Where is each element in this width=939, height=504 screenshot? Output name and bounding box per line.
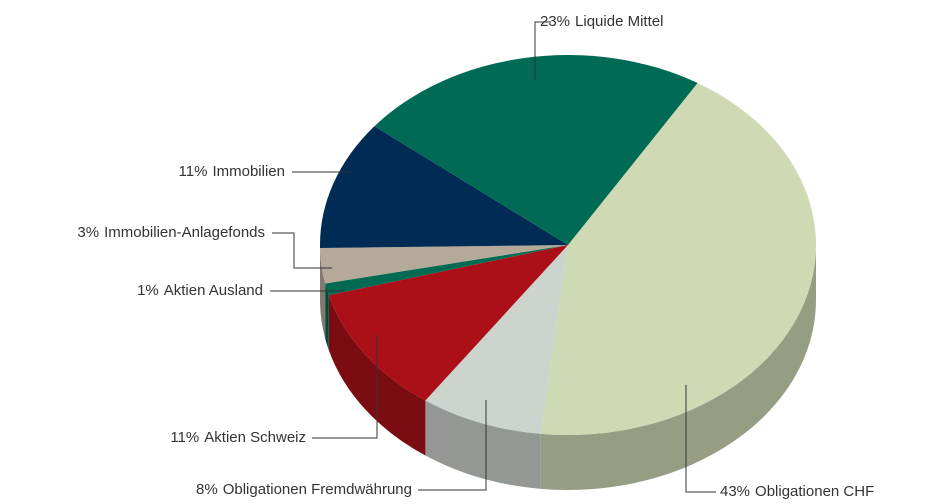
slice-label: 8% Obligationen Fremdwährung (196, 481, 412, 498)
value-label: 3% (77, 224, 99, 241)
category-label: Obligationen CHF (755, 483, 874, 500)
slice-label: 3% Immobilien-Anlagefonds (77, 224, 265, 241)
slice (320, 245, 568, 284)
slice-label: 1% Aktien Ausland (137, 282, 263, 299)
value-label: 1% (137, 282, 159, 299)
category-label: Immobilien (212, 163, 285, 180)
leader-line (534, 21, 551, 80)
value-label: 8% (196, 481, 218, 498)
category-label: Immobilien-Anlagefonds (104, 224, 265, 241)
slice (425, 245, 568, 434)
leader-line (418, 400, 487, 491)
category-label: Aktien Schweiz (204, 429, 306, 446)
slice-side (540, 245, 816, 490)
slice-label: 11% Immobilien (179, 163, 285, 180)
leader-line (685, 385, 716, 493)
category-label: Liquide Mittel (575, 13, 663, 30)
slice-side (325, 283, 329, 351)
slice (320, 126, 568, 248)
value-label: 11% (170, 429, 199, 446)
slice-label: 11% Aktien Schweiz (170, 429, 306, 446)
slice-label: 43% Obligationen CHF (720, 483, 874, 500)
slice-side (320, 247, 326, 339)
leader-line (312, 335, 378, 439)
slice (325, 245, 568, 296)
value-label: 11% (179, 163, 208, 180)
slice-side (425, 400, 541, 489)
slice (328, 245, 568, 401)
value-label: 43% (720, 483, 750, 500)
category-label: Aktien Ausland (164, 282, 263, 299)
slice (374, 54, 698, 246)
category-label: Obligationen Fremdwährung (223, 481, 412, 498)
leader-line (272, 232, 332, 269)
slice (540, 82, 816, 436)
slice-label: 23% Liquide Mittel (540, 13, 663, 30)
value-label: 23% (540, 13, 570, 30)
